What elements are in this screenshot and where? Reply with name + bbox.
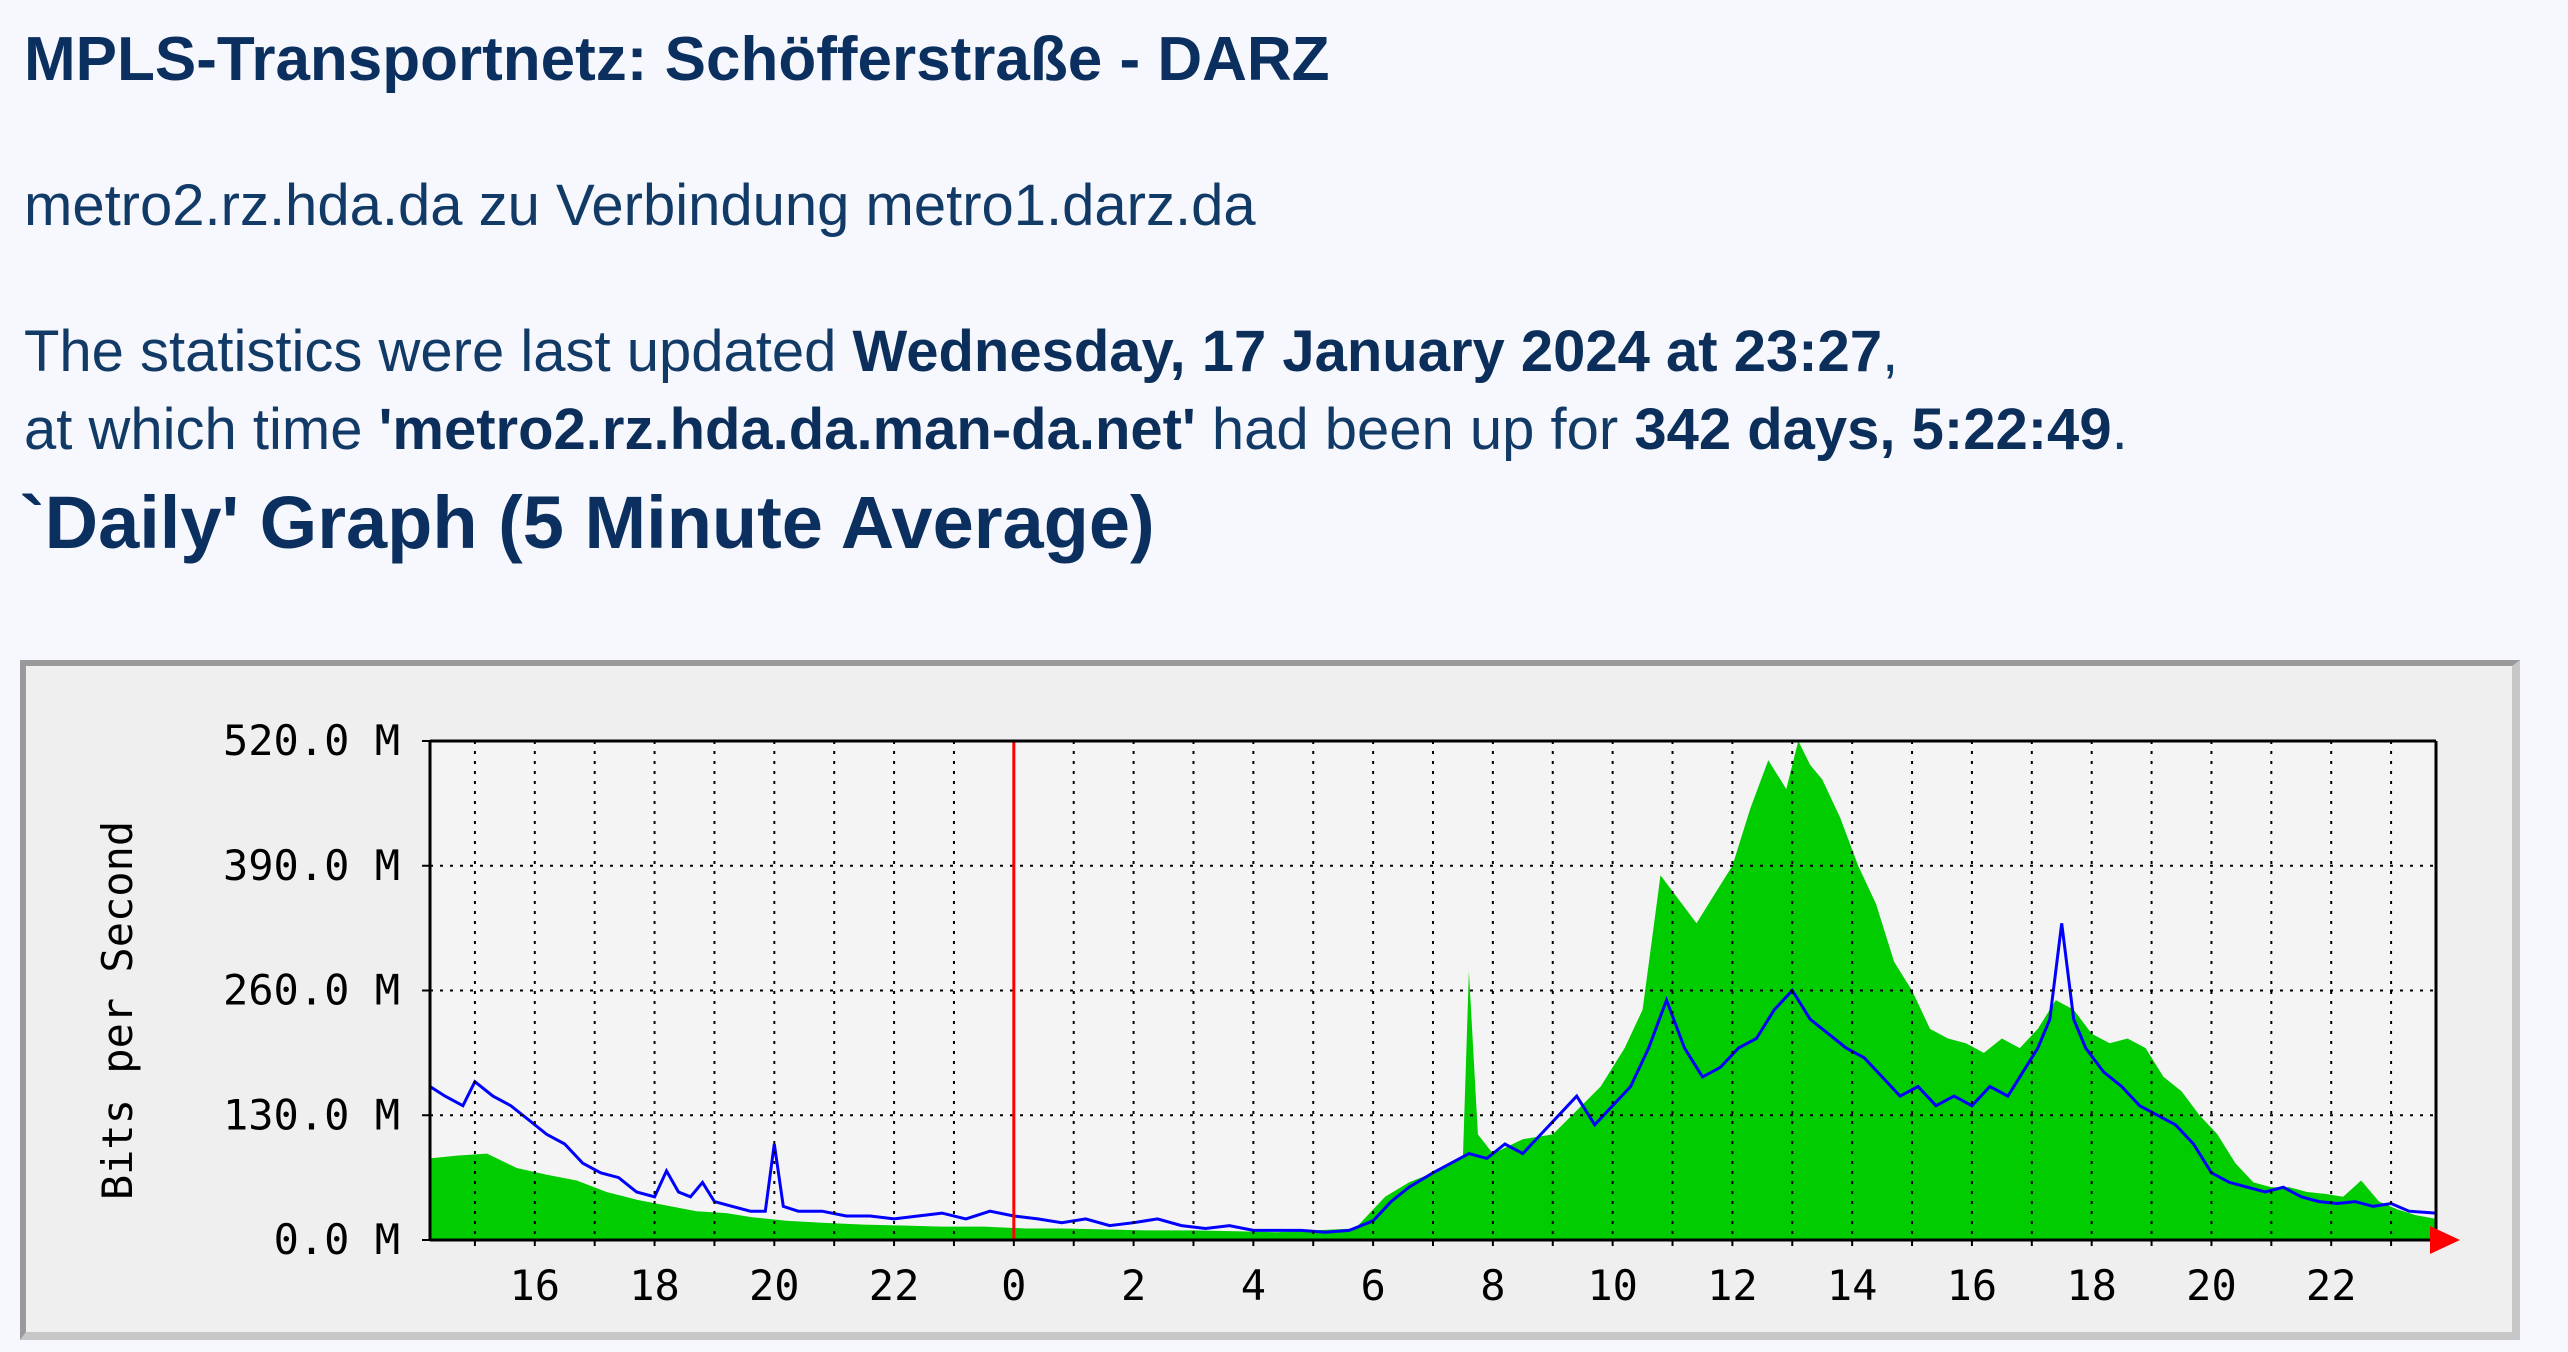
- y-tick-label: 520.0 M: [223, 716, 400, 765]
- x-tick-label: 20: [2186, 1261, 2237, 1310]
- graph-heading: `Daily' Graph (5 Minute Average): [20, 481, 1155, 564]
- x-tick-label: 4: [1241, 1261, 1266, 1310]
- connection-description: metro2.rz.hda.da zu Verbindung metro1.da…: [24, 173, 1256, 238]
- stats-comma: ,: [1882, 319, 1899, 384]
- now-arrow: [2430, 1226, 2460, 1254]
- uptime-value: 342 days, 5:22:49: [1634, 397, 2112, 462]
- x-tick-label: 18: [629, 1261, 680, 1310]
- x-tick-label: 22: [869, 1261, 920, 1310]
- x-tick-label: 22: [2306, 1261, 2357, 1310]
- uptime-line: at which time 'metro2.rz.hda.da.man-da.n…: [24, 396, 2128, 463]
- x-tick-label: 0: [1001, 1261, 1026, 1310]
- y-axis-label: Bits per Second: [93, 821, 142, 1200]
- uptime-prefix: at which time: [24, 397, 379, 462]
- uptime-mid: had been up for: [1195, 397, 1635, 462]
- y-tick-label: 260.0 M: [223, 966, 400, 1015]
- x-tick-label: 16: [510, 1261, 561, 1310]
- x-tick-label: 12: [1707, 1261, 1758, 1310]
- stats-line: The statistics were last updated Wednesd…: [24, 318, 1898, 385]
- x-tick-label: 10: [1587, 1261, 1638, 1310]
- stats-prefix: The statistics were last updated: [24, 319, 853, 384]
- y-tick-label: 0.0 M: [274, 1215, 400, 1264]
- page-title: MPLS-Transportnetz: Schöfferstraße - DAR…: [24, 25, 1330, 94]
- y-tick-label: 130.0 M: [223, 1090, 400, 1139]
- x-tick-label: 14: [1827, 1261, 1878, 1310]
- uptime-end: .: [2111, 397, 2128, 462]
- x-tick-label: 6: [1360, 1261, 1385, 1310]
- x-tick-label: 2: [1121, 1261, 1146, 1310]
- y-tick-label: 390.0 M: [223, 841, 400, 890]
- x-tick-label: 20: [749, 1261, 800, 1310]
- series-in-area: [430, 741, 2436, 1240]
- x-tick-label: 8: [1480, 1261, 1505, 1310]
- stats-date: Wednesday, 17 January 2024 at 23:27: [852, 319, 1883, 384]
- x-tick-label: 18: [2066, 1261, 2117, 1310]
- uptime-host: 'metro2.rz.hda.da.man-da.net': [378, 397, 1196, 462]
- daily-graph: 0.0 M 130.0 M 260.0 M 390.0 M 520.0 M 16 18 20 2…: [20, 660, 2520, 1340]
- x-tick-label: 16: [1947, 1261, 1998, 1310]
